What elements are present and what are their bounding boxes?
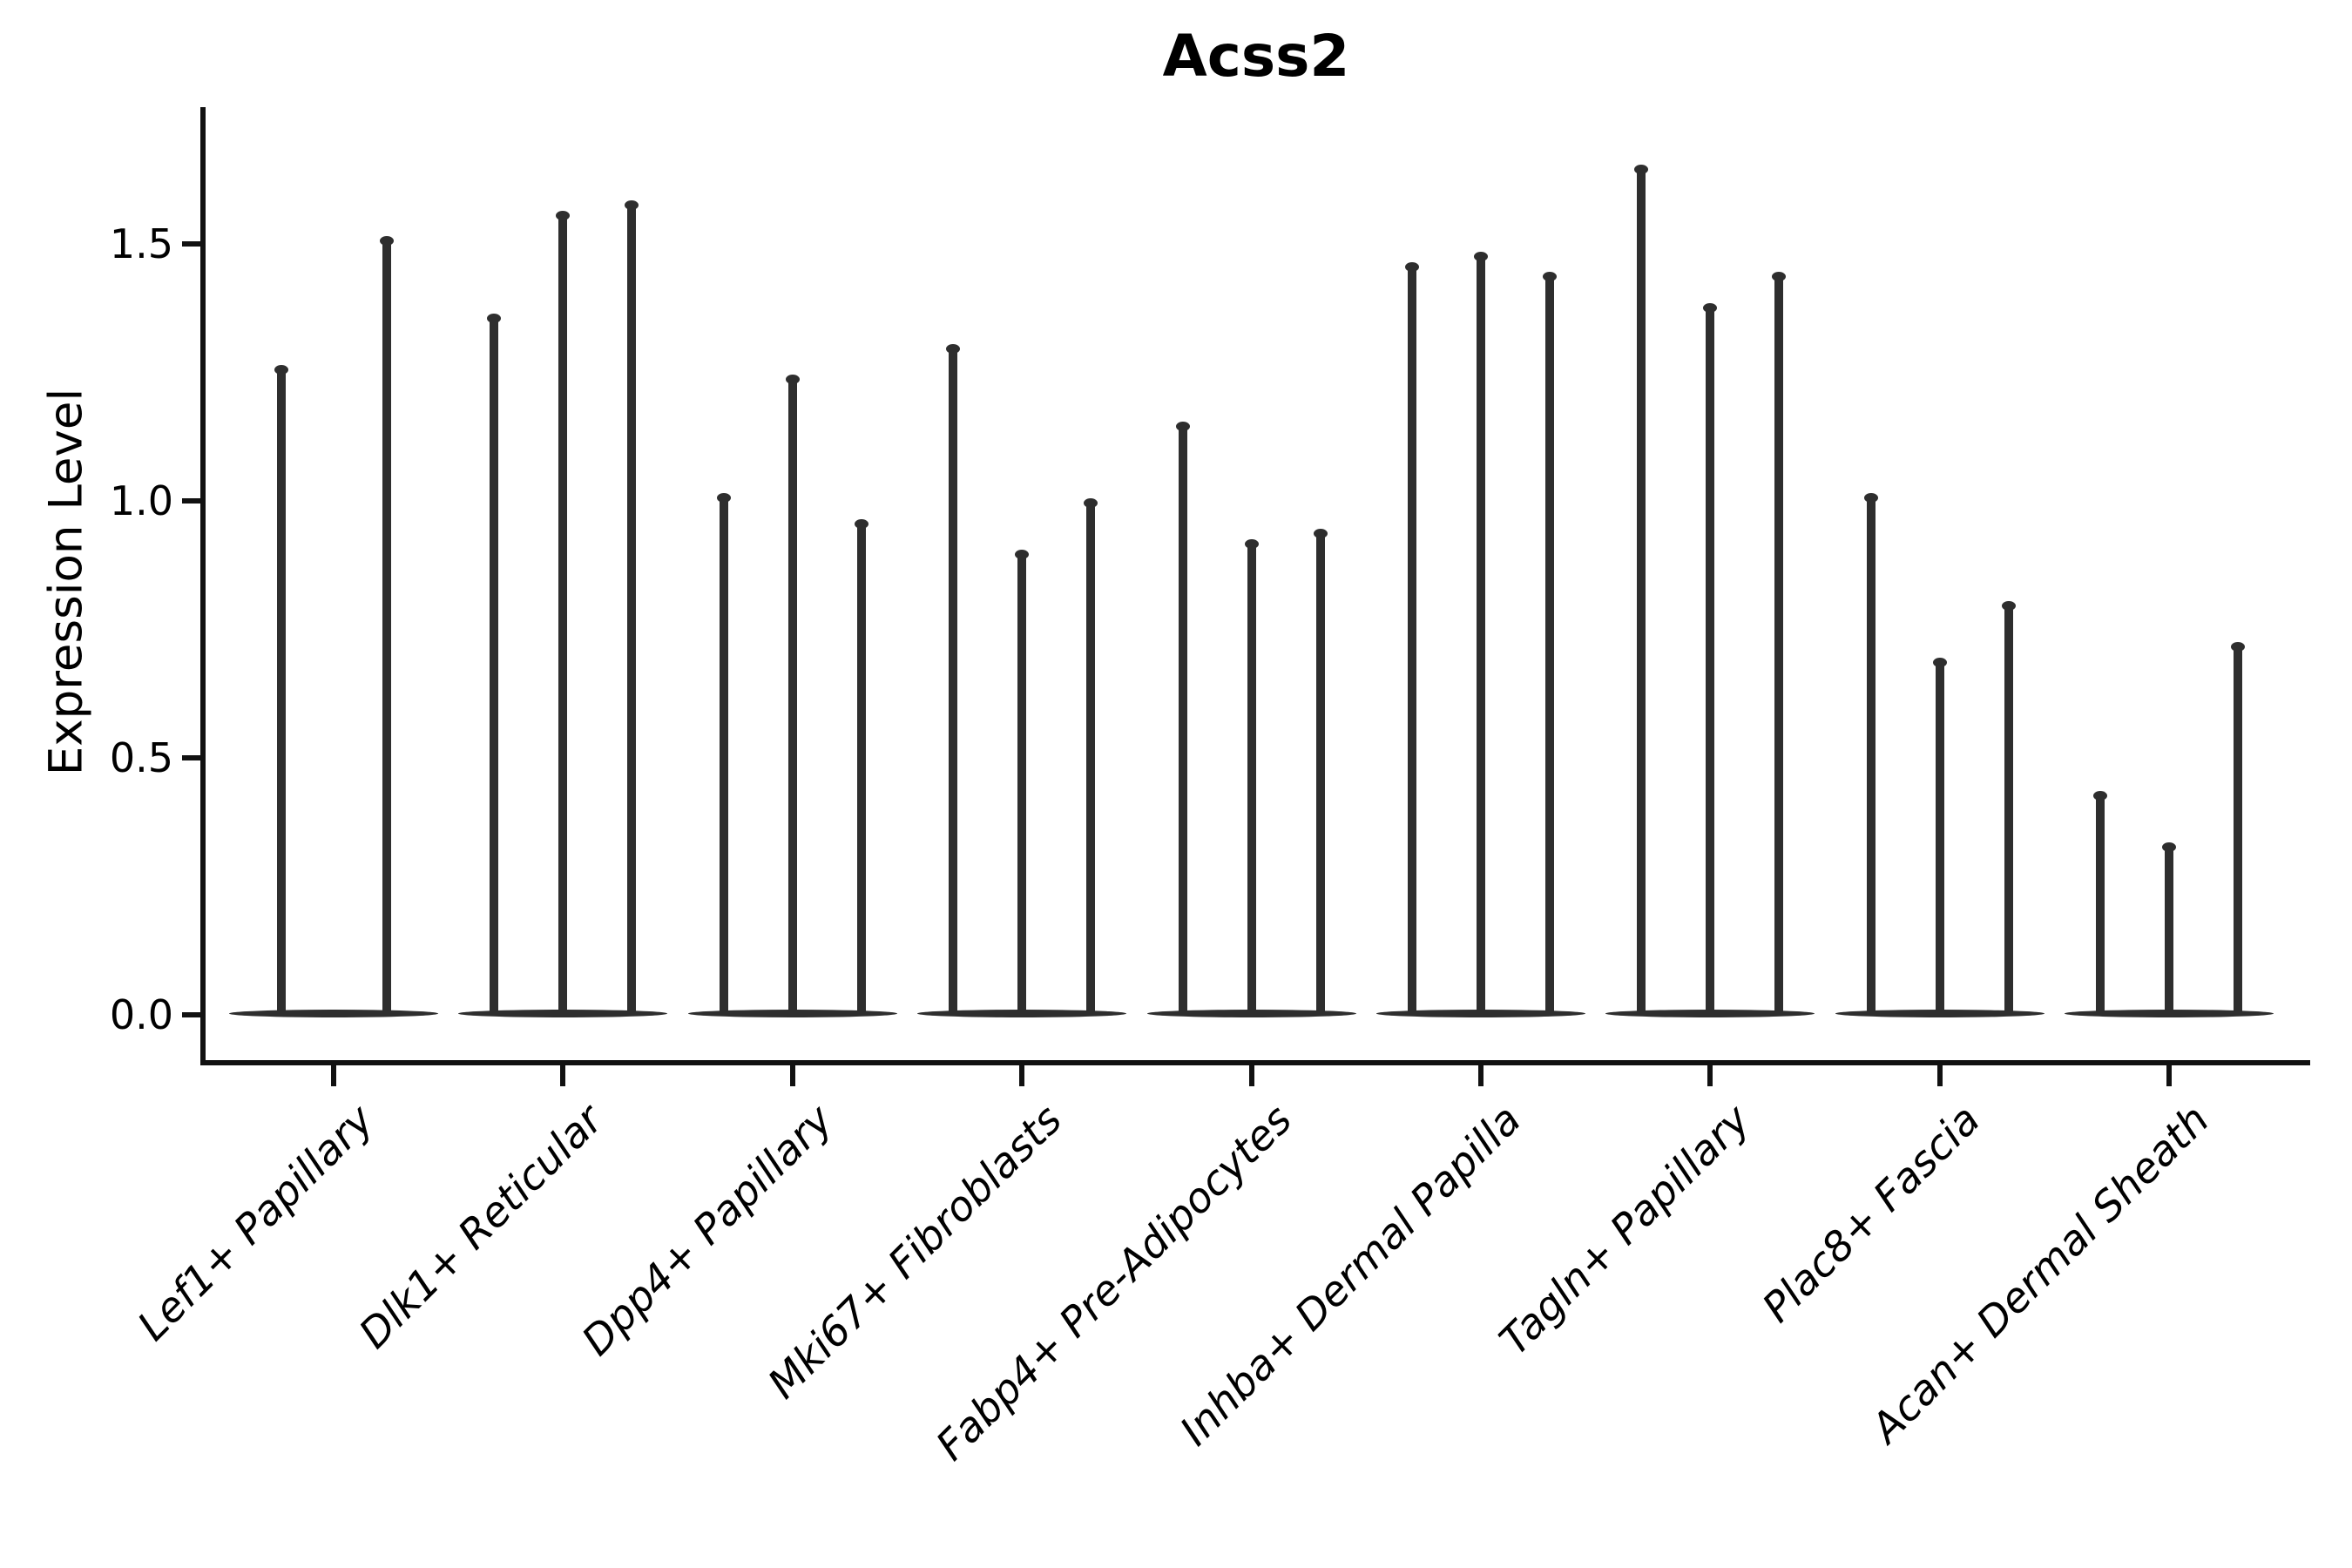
violin-spike bbox=[277, 367, 286, 1013]
y-tick-mark bbox=[182, 1012, 200, 1017]
violin-spike-cap bbox=[1405, 261, 1419, 272]
x-tick-mark bbox=[1248, 1065, 1254, 1086]
violin-spike bbox=[2096, 794, 2105, 1013]
x-axis-spine bbox=[200, 1060, 2310, 1065]
violin-base bbox=[917, 1009, 1127, 1017]
violin-base bbox=[1146, 1009, 1356, 1017]
violin-base bbox=[1605, 1009, 1815, 1017]
violin-spike-cap bbox=[785, 375, 800, 385]
violin-spike-cap bbox=[854, 518, 868, 529]
violin-spike bbox=[787, 377, 797, 1013]
y-axis-label: Expression Level bbox=[39, 388, 93, 776]
violin-spike bbox=[1315, 531, 1325, 1013]
x-tick-label: Dpp4+ Papillary bbox=[572, 1096, 842, 1366]
violin-spike bbox=[1247, 542, 1256, 1013]
x-tick-mark bbox=[1936, 1065, 1943, 1086]
y-axis-spine bbox=[200, 107, 206, 1065]
x-tick-label: Plac8+ Fascia bbox=[1753, 1096, 1990, 1333]
violin-spike bbox=[1774, 274, 1784, 1013]
violin-spike bbox=[1866, 496, 1876, 1013]
x-tick-label: Tagln+ Papillary bbox=[1490, 1096, 1761, 1365]
x-tick-label: Dlk1+ Reticular bbox=[350, 1096, 613, 1358]
violin-spike-cap bbox=[946, 344, 961, 354]
x-tick-mark bbox=[1707, 1065, 1713, 1086]
violin-spike bbox=[2165, 845, 2174, 1013]
violin-spike-cap bbox=[1932, 657, 1947, 667]
violin-spike bbox=[490, 315, 499, 1013]
x-tick-mark bbox=[1019, 1065, 1025, 1086]
x-tick-mark bbox=[1478, 1065, 1484, 1086]
violin-spike-cap bbox=[1244, 539, 1259, 550]
violin-spike-cap bbox=[1474, 251, 1488, 261]
violin-base bbox=[229, 1009, 438, 1017]
violin-base bbox=[2065, 1009, 2274, 1017]
violin-spike-cap bbox=[1313, 529, 1328, 539]
y-tick-label: 0.0 bbox=[109, 991, 173, 1038]
violin-spike bbox=[1545, 274, 1554, 1013]
violin-spike bbox=[949, 347, 958, 1013]
violin-spike-cap bbox=[1863, 493, 1878, 504]
violin-spike bbox=[1637, 166, 1646, 1013]
y-tick-label: 0.5 bbox=[109, 734, 173, 781]
violin-base bbox=[1835, 1009, 2044, 1017]
violin-base bbox=[687, 1009, 897, 1017]
violin-base bbox=[458, 1009, 668, 1017]
violin-spike bbox=[1935, 659, 1944, 1013]
violin-spike-cap bbox=[1015, 550, 1030, 559]
chart-title: Acss2 bbox=[1162, 23, 1350, 90]
x-tick-label: Lef1+ Papillary bbox=[128, 1096, 383, 1351]
violin-spike bbox=[2004, 604, 2013, 1013]
violin-spike-cap bbox=[556, 210, 571, 220]
violin-spike-cap bbox=[1703, 302, 1718, 313]
violin-spike-cap bbox=[625, 199, 639, 210]
violin-spike-cap bbox=[1175, 421, 1190, 431]
violin-spike bbox=[627, 202, 637, 1013]
violin-spike bbox=[1178, 423, 1187, 1013]
violin-spike bbox=[1017, 552, 1027, 1013]
violin-spike-cap bbox=[2093, 791, 2108, 801]
violin-spike bbox=[1706, 305, 1715, 1013]
y-tick-label: 1.5 bbox=[109, 220, 173, 267]
y-tick-mark bbox=[182, 755, 200, 760]
violin-spike-cap bbox=[2001, 601, 2016, 611]
violin-spike-cap bbox=[274, 364, 288, 375]
x-tick-mark bbox=[2166, 1065, 2173, 1086]
violin-spike-cap bbox=[487, 313, 502, 323]
violin-spike bbox=[1477, 253, 1485, 1013]
x-tick-mark bbox=[560, 1065, 566, 1086]
violin-spike bbox=[1408, 264, 1416, 1013]
x-tick-mark bbox=[789, 1065, 795, 1086]
violin-spike bbox=[558, 213, 568, 1013]
violin-spike bbox=[719, 496, 728, 1013]
violin-spike bbox=[856, 521, 866, 1013]
violin-spike-cap bbox=[716, 493, 731, 504]
violin-spike-cap bbox=[1772, 272, 1787, 282]
violin-spike bbox=[2234, 645, 2243, 1013]
violin-spike-cap bbox=[1543, 272, 1557, 282]
violin-spike bbox=[1086, 501, 1096, 1013]
y-tick-mark bbox=[182, 241, 200, 247]
violin-spike-cap bbox=[380, 236, 394, 247]
violin-spike-cap bbox=[2162, 842, 2177, 853]
violin-spike-cap bbox=[1634, 164, 1649, 174]
violin-base bbox=[1376, 1009, 1585, 1017]
y-tick-mark bbox=[182, 498, 200, 504]
violin-spike-cap bbox=[1084, 498, 1098, 508]
violin-spike-cap bbox=[2231, 642, 2246, 652]
violin-spike bbox=[382, 239, 391, 1013]
y-tick-label: 1.0 bbox=[109, 477, 173, 524]
x-tick-mark bbox=[331, 1065, 336, 1086]
